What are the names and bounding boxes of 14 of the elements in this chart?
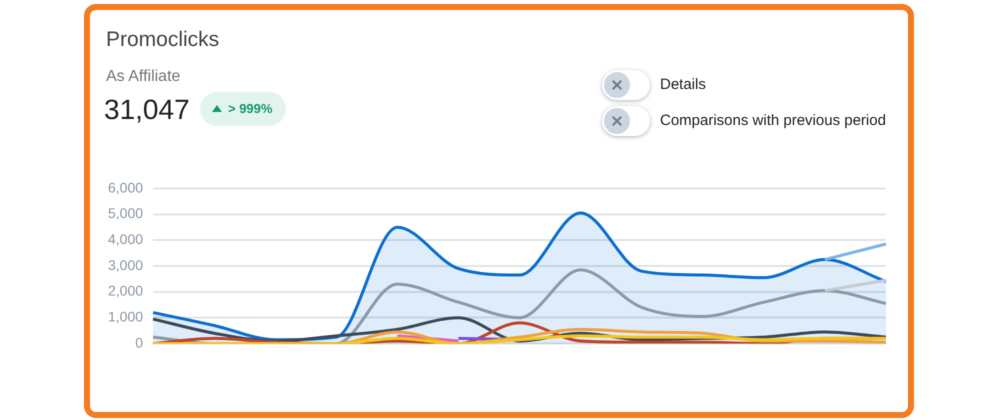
text: Details xyxy=(660,76,706,93)
y-tick-label: 4,000 xyxy=(108,230,144,247)
y-tick-label: 5,000 xyxy=(108,205,144,222)
chart-title: Promoclicks xyxy=(106,28,220,52)
text: Comparisons with previous period xyxy=(660,112,886,129)
y-tick-label: 2,000 xyxy=(108,282,144,299)
y-tick-label: 0 xyxy=(135,334,144,350)
y-tick-label: 1,000 xyxy=(108,308,144,325)
line-series xyxy=(152,334,888,344)
text: > 999% xyxy=(200,92,286,126)
y-tick-label: 6,000 xyxy=(108,179,144,196)
text: As Affiliate xyxy=(106,68,180,86)
text: 31,047 xyxy=(104,94,190,126)
y-tick-label: 3,000 xyxy=(108,256,144,273)
